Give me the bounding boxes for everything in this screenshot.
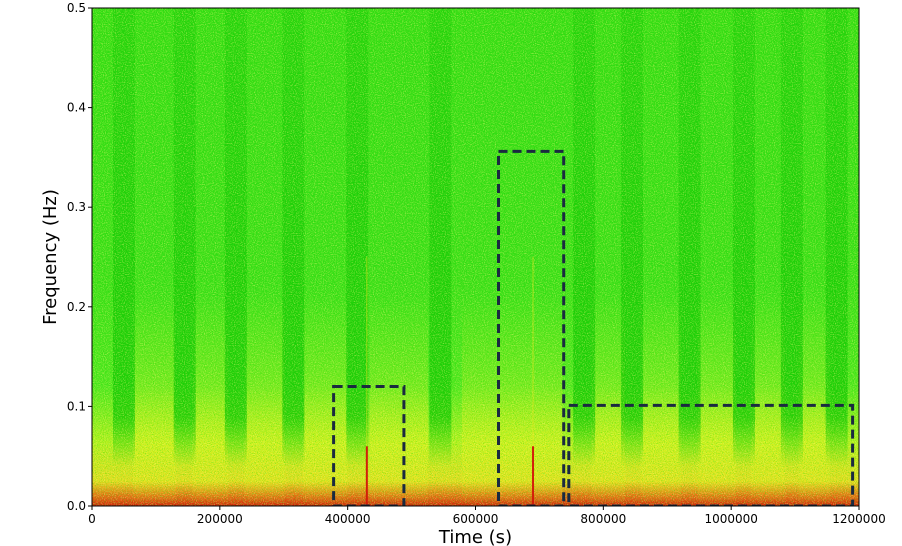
y-tick-label: 0.5 [67,1,86,15]
y-tick-label: 0.4 [67,101,86,115]
x-tick-label: 400000 [325,512,371,526]
x-tick-label: 200000 [197,512,243,526]
y-tick-label: 0.1 [67,399,86,413]
highlight-box [332,384,406,506]
plot-area [92,8,859,506]
x-axis-label: Time (s) [438,527,512,546]
y-axis-label: Frequency (Hz) [40,189,61,325]
y-tick-label: 0.0 [67,499,86,513]
vertical-spikes [365,257,535,506]
x-tick-label: 1200000 [832,512,885,526]
y-tick-label: 0.3 [67,200,86,214]
noise-texture-green [92,8,859,506]
y-axis-ticks: 0.0 0.1 0.2 0.3 0.4 0.5 [67,1,92,513]
y-tick-label: 0.2 [67,300,86,314]
x-tick-label: 1000000 [704,512,757,526]
x-axis-ticks: 0 200000 400000 600000 800000 1000000 1200000 [88,506,886,526]
x-tick-label: 600000 [453,512,499,526]
x-tick-label: 800000 [580,512,626,526]
x-tick-label: 0 [88,512,96,526]
